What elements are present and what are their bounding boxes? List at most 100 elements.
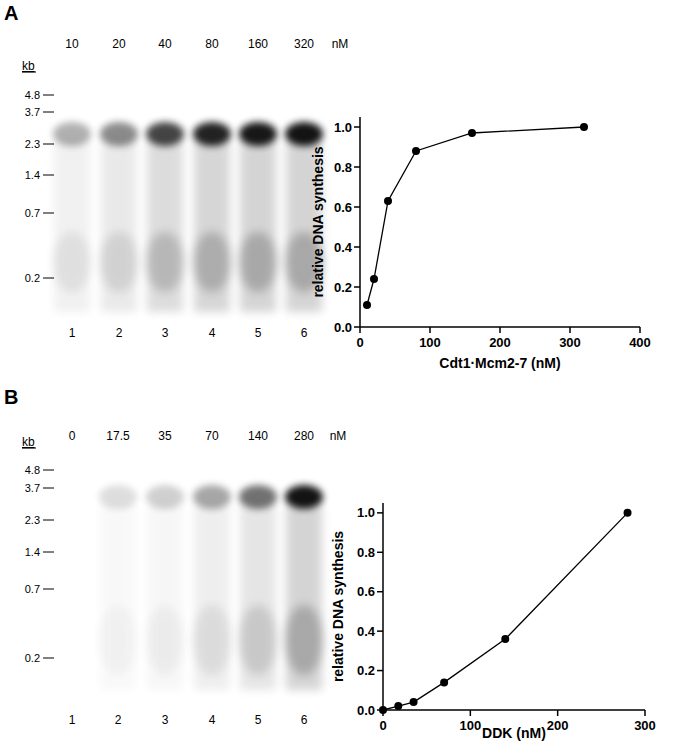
lane-number: 4 xyxy=(209,326,216,340)
size-marker: 0.7 xyxy=(25,583,40,595)
y-tick xyxy=(377,591,383,593)
plot-area xyxy=(363,123,588,309)
gel-band xyxy=(193,485,231,509)
figure: Akb4.83.72.31.40.70.210204080160320nM123… xyxy=(0,0,675,742)
size-marker: 3.7 xyxy=(25,482,40,494)
gel-smear xyxy=(147,505,183,690)
data-point xyxy=(410,698,418,706)
concentration-label: 70 xyxy=(205,429,219,443)
x-tick-label: 0 xyxy=(379,718,386,733)
gel-smear xyxy=(194,505,230,690)
y-tick xyxy=(377,670,383,672)
x-tick xyxy=(359,327,361,333)
size-marker: 0.7 xyxy=(25,207,40,219)
marker-tick xyxy=(43,552,54,553)
gel-band xyxy=(193,122,231,146)
lane-number: 5 xyxy=(255,326,262,340)
panel-label: A xyxy=(4,2,18,24)
x-tick xyxy=(569,327,571,333)
y-tick-label: 0.0 xyxy=(334,320,352,335)
gel-low-band xyxy=(285,605,323,675)
data-point xyxy=(501,635,509,643)
size-marker: 4.8 xyxy=(25,464,40,476)
y-axis xyxy=(382,503,384,710)
unit-label: kb xyxy=(22,59,35,73)
gel-panel: Bkb4.83.72.31.40.70.2017.53570140280nM12… xyxy=(4,386,346,727)
x-tick-label: 400 xyxy=(629,335,651,350)
marker-tick xyxy=(43,175,54,176)
gel-band xyxy=(53,122,91,146)
gel-smear xyxy=(286,505,322,690)
y-tick xyxy=(354,126,360,128)
gel-low-band xyxy=(99,605,137,675)
x-tick-label: 200 xyxy=(547,718,569,733)
marker-tick xyxy=(43,95,54,96)
gel-band xyxy=(146,122,184,146)
lane-number: 6 xyxy=(301,326,308,340)
gel-panel: Akb4.83.72.31.40.70.210204080160320nM123… xyxy=(4,2,348,340)
concentration-label: 160 xyxy=(248,37,268,51)
y-tick xyxy=(354,206,360,208)
y-axis-label: relative DNA synthesis xyxy=(330,531,346,682)
size-marker: 3.7 xyxy=(25,106,40,118)
data-point xyxy=(370,275,378,283)
marker-tick xyxy=(43,470,54,471)
data-line xyxy=(383,513,628,710)
data-point xyxy=(580,123,588,131)
x-tick-label: 300 xyxy=(634,718,656,733)
concentration-unit: nM xyxy=(332,37,349,51)
gel-low-band xyxy=(239,605,277,675)
gel-smear xyxy=(240,140,276,312)
y-tick xyxy=(354,246,360,248)
gel-band xyxy=(99,485,137,509)
y-tick xyxy=(354,286,360,288)
y-tick-label: 0.8 xyxy=(357,545,375,560)
marker-tick xyxy=(43,658,54,659)
gel-low-band xyxy=(239,232,277,292)
gel-low-band xyxy=(146,605,184,675)
size-marker: 1.4 xyxy=(25,546,40,558)
gel-smear xyxy=(147,140,183,312)
y-tick-label: 1.0 xyxy=(357,505,375,520)
x-tick xyxy=(557,710,559,716)
gel-band xyxy=(100,122,138,146)
gel-band xyxy=(146,485,184,509)
plot-area xyxy=(379,509,632,714)
lane-number: 5 xyxy=(255,713,262,727)
gel-lanes xyxy=(53,122,323,312)
size-marker: 4.8 xyxy=(25,89,40,101)
gel-band xyxy=(239,485,277,509)
y-tick-label: 1.0 xyxy=(334,120,352,135)
concentration-label: 140 xyxy=(248,429,268,443)
data-point xyxy=(379,706,387,714)
data-point xyxy=(624,509,632,517)
marker-tick xyxy=(43,144,54,145)
x-tick xyxy=(429,327,431,333)
x-tick xyxy=(499,327,501,333)
lane-number: 2 xyxy=(115,713,122,727)
marker-tick xyxy=(43,520,54,521)
y-tick-label: 0.0 xyxy=(357,703,375,718)
gel-low-band xyxy=(193,605,231,675)
data-point xyxy=(363,301,371,309)
size-marker: 2.3 xyxy=(25,514,40,526)
x-tick xyxy=(644,710,646,716)
data-point xyxy=(412,147,420,155)
marker-tick xyxy=(43,112,54,113)
y-axis xyxy=(359,117,361,327)
x-tick-label: 300 xyxy=(559,335,581,350)
gel-lanes xyxy=(53,485,323,690)
data-line xyxy=(367,127,584,305)
concentration-unit: nM xyxy=(330,429,347,443)
gel-low-band xyxy=(100,232,138,292)
y-tick-label: 0.2 xyxy=(334,280,352,295)
gel-smear xyxy=(54,140,90,312)
concentration-label: 320 xyxy=(294,37,314,51)
x-tick xyxy=(639,327,641,333)
x-axis-label: DDK (nM) xyxy=(482,725,546,741)
y-tick-label: 0.8 xyxy=(334,160,352,175)
panel-label: B xyxy=(4,386,18,408)
concentration-label: 280 xyxy=(294,429,314,443)
data-point xyxy=(394,702,402,710)
x-tick-label: 100 xyxy=(419,335,441,350)
